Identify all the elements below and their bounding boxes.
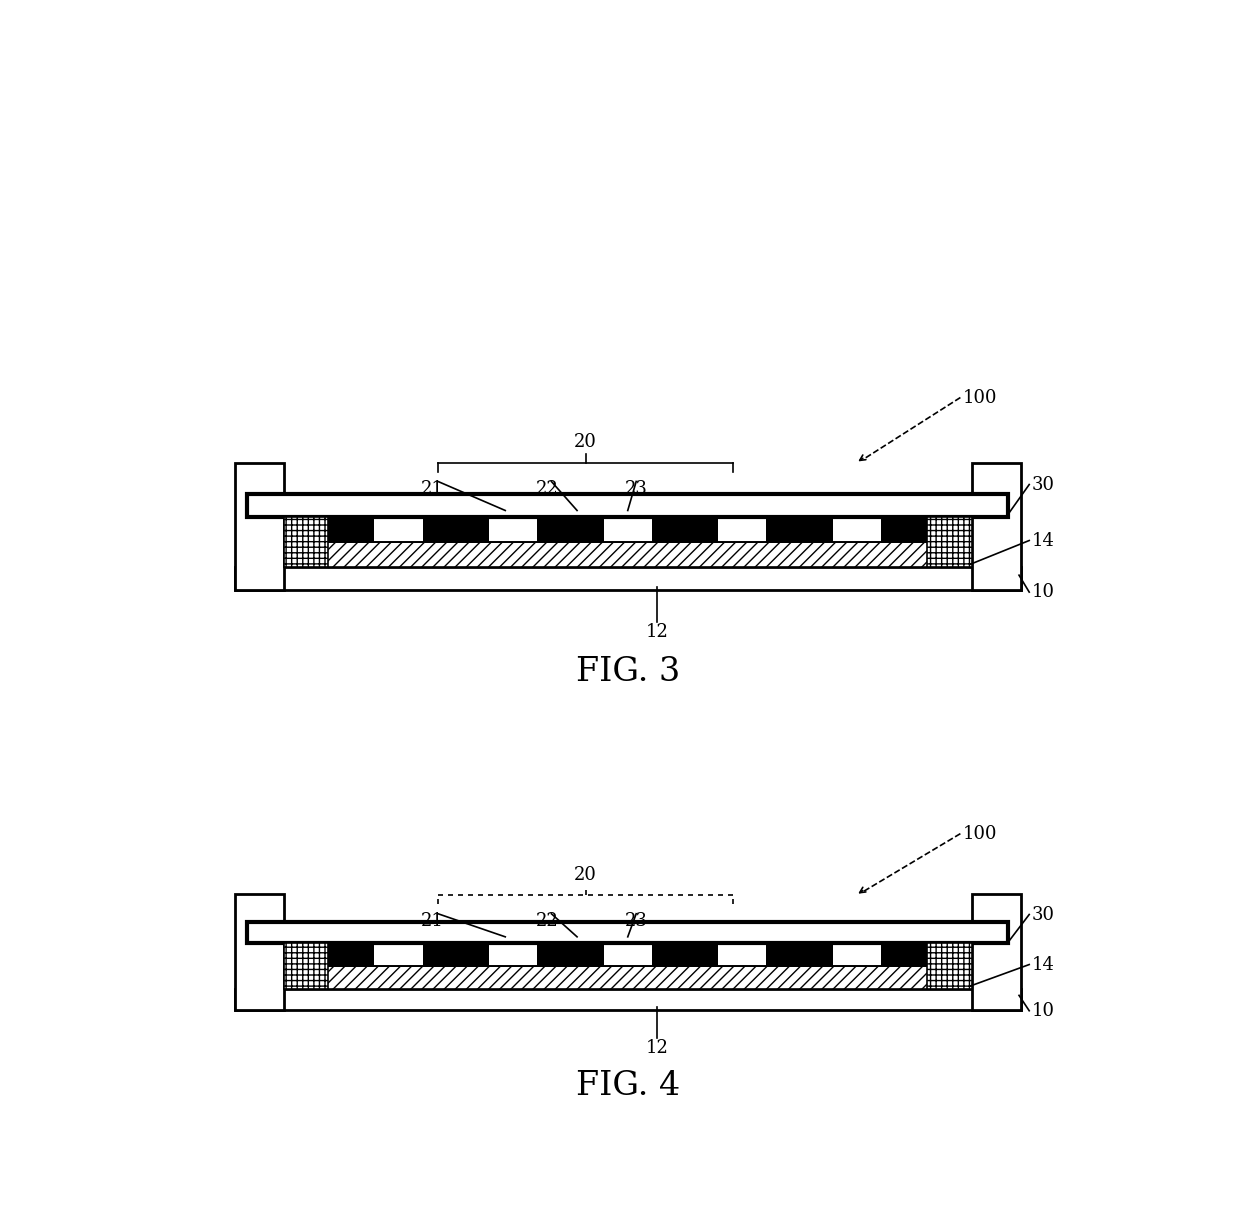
Text: 30: 30 (1032, 905, 1054, 924)
Text: 22: 22 (536, 479, 559, 498)
Bar (652, 517, 718, 542)
Text: 12: 12 (646, 623, 668, 640)
Text: FIG. 3: FIG. 3 (575, 656, 680, 688)
Bar (234, 567, 1021, 590)
Bar (234, 989, 1021, 1010)
Bar (928, 943, 972, 989)
Text: 21: 21 (420, 479, 443, 498)
Bar (284, 943, 972, 966)
Bar (423, 517, 489, 542)
Bar (766, 943, 833, 966)
Bar (247, 922, 1008, 943)
Bar (882, 517, 947, 542)
Bar (882, 943, 947, 966)
Text: 10: 10 (1032, 1002, 1054, 1020)
Text: 22: 22 (536, 913, 559, 930)
Bar (308, 517, 374, 542)
Bar (247, 494, 1008, 517)
Bar (652, 943, 718, 966)
Bar (537, 943, 604, 966)
Text: 21: 21 (420, 913, 443, 930)
Text: 23: 23 (625, 913, 647, 930)
Bar (284, 517, 972, 542)
Bar (284, 943, 329, 989)
Text: 100: 100 (962, 825, 997, 842)
Bar (234, 894, 284, 1010)
Text: 30: 30 (1032, 476, 1054, 494)
Text: FIG. 4: FIG. 4 (575, 1070, 680, 1103)
Text: 20: 20 (574, 865, 596, 884)
Bar (308, 943, 374, 966)
Bar (284, 542, 972, 567)
Bar (766, 517, 833, 542)
Bar (423, 943, 489, 966)
Bar (284, 517, 972, 542)
Bar (537, 517, 604, 542)
Text: 10: 10 (1032, 583, 1054, 601)
Text: 20: 20 (574, 433, 596, 452)
Bar (928, 517, 972, 567)
Bar (972, 464, 1021, 590)
Text: 100: 100 (962, 388, 997, 406)
Bar (284, 943, 972, 966)
Text: 23: 23 (625, 479, 647, 498)
Bar (972, 894, 1021, 1010)
Text: 12: 12 (646, 1039, 668, 1058)
Text: 14: 14 (1032, 532, 1054, 550)
Text: 14: 14 (1032, 955, 1054, 974)
Bar (284, 517, 329, 567)
Bar (234, 464, 284, 590)
Bar (284, 966, 972, 989)
